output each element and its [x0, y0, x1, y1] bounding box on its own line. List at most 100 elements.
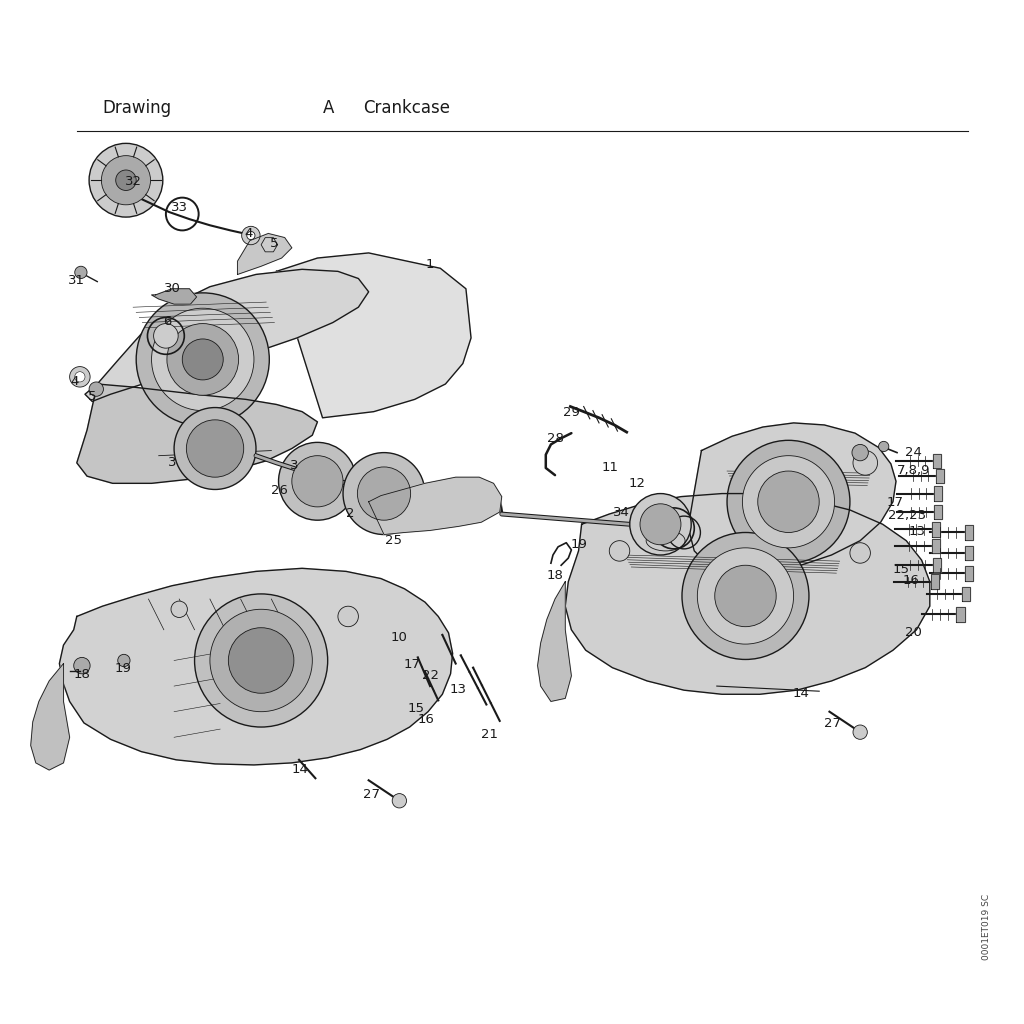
- Circle shape: [852, 444, 868, 461]
- Circle shape: [640, 504, 681, 545]
- Polygon shape: [932, 539, 940, 553]
- Text: 24: 24: [905, 446, 922, 459]
- Text: 16: 16: [418, 714, 434, 726]
- Text: Drawing: Drawing: [102, 98, 172, 117]
- Polygon shape: [931, 574, 939, 589]
- Text: 5: 5: [270, 238, 279, 250]
- Text: 13: 13: [450, 683, 466, 695]
- Text: 16: 16: [903, 574, 920, 587]
- Text: 26: 26: [271, 484, 288, 497]
- Text: 27: 27: [824, 718, 841, 730]
- Circle shape: [697, 548, 794, 644]
- Circle shape: [116, 170, 136, 190]
- Circle shape: [89, 382, 103, 396]
- Polygon shape: [936, 469, 944, 483]
- Circle shape: [118, 654, 130, 667]
- Text: 33: 33: [171, 202, 187, 214]
- Polygon shape: [152, 289, 197, 304]
- Text: 30: 30: [164, 283, 180, 295]
- Text: Crankcase: Crankcase: [364, 98, 451, 117]
- Polygon shape: [369, 477, 502, 535]
- Circle shape: [343, 453, 425, 535]
- Text: 1: 1: [426, 258, 434, 270]
- Text: 3: 3: [168, 457, 176, 469]
- Polygon shape: [565, 494, 930, 694]
- Circle shape: [247, 231, 255, 240]
- Circle shape: [853, 451, 878, 475]
- Text: 15: 15: [893, 563, 909, 575]
- Text: 13: 13: [909, 525, 926, 538]
- Polygon shape: [965, 546, 973, 560]
- Polygon shape: [59, 568, 453, 765]
- Circle shape: [242, 226, 260, 245]
- Polygon shape: [31, 664, 70, 770]
- Text: 34: 34: [613, 506, 630, 518]
- Text: 14: 14: [292, 763, 308, 775]
- Circle shape: [75, 266, 87, 279]
- Circle shape: [154, 324, 178, 348]
- Text: 20: 20: [905, 627, 922, 639]
- Circle shape: [392, 794, 407, 808]
- Circle shape: [70, 367, 90, 387]
- Polygon shape: [261, 238, 278, 252]
- Text: 22,23: 22,23: [888, 509, 927, 521]
- Polygon shape: [933, 454, 941, 468]
- Text: 18: 18: [547, 569, 563, 582]
- Text: 5: 5: [88, 390, 96, 402]
- Circle shape: [186, 420, 244, 477]
- Polygon shape: [77, 384, 317, 483]
- Text: 7,8,9: 7,8,9: [897, 464, 930, 476]
- Polygon shape: [238, 233, 292, 274]
- Circle shape: [89, 143, 163, 217]
- Polygon shape: [965, 525, 973, 540]
- Polygon shape: [962, 587, 970, 601]
- Circle shape: [338, 606, 358, 627]
- Polygon shape: [688, 423, 896, 571]
- Circle shape: [853, 725, 867, 739]
- Text: 3: 3: [290, 460, 298, 472]
- Circle shape: [101, 156, 151, 205]
- Circle shape: [758, 471, 819, 532]
- Circle shape: [75, 372, 85, 382]
- Circle shape: [609, 541, 630, 561]
- Text: 31: 31: [69, 274, 85, 287]
- Circle shape: [228, 628, 294, 693]
- Circle shape: [167, 324, 239, 395]
- Polygon shape: [965, 566, 973, 581]
- Polygon shape: [934, 505, 942, 519]
- Circle shape: [630, 494, 691, 555]
- Circle shape: [171, 601, 187, 617]
- Text: A: A: [323, 98, 334, 117]
- Text: 4: 4: [71, 376, 79, 388]
- Text: 12: 12: [629, 477, 645, 489]
- Polygon shape: [932, 522, 940, 537]
- Text: 4: 4: [245, 227, 253, 240]
- Circle shape: [357, 467, 411, 520]
- Text: 28: 28: [547, 432, 563, 444]
- Circle shape: [174, 408, 256, 489]
- Text: 18: 18: [74, 669, 90, 681]
- Circle shape: [850, 543, 870, 563]
- Text: 32: 32: [125, 175, 141, 187]
- Text: 2: 2: [346, 507, 354, 519]
- Text: 11: 11: [602, 462, 618, 474]
- Circle shape: [74, 657, 90, 674]
- Circle shape: [279, 442, 356, 520]
- Text: 21: 21: [481, 728, 498, 740]
- Text: 10: 10: [391, 632, 408, 644]
- Text: 22: 22: [422, 670, 438, 682]
- Text: 0001ET019 SC: 0001ET019 SC: [982, 894, 990, 959]
- Text: 15: 15: [408, 702, 424, 715]
- Circle shape: [210, 609, 312, 712]
- Text: 29: 29: [563, 407, 580, 419]
- Text: 17: 17: [403, 658, 420, 671]
- Circle shape: [742, 456, 835, 548]
- Circle shape: [682, 532, 809, 659]
- Circle shape: [292, 456, 343, 507]
- Polygon shape: [276, 253, 471, 418]
- Text: 19: 19: [570, 539, 587, 551]
- Text: 6: 6: [163, 315, 171, 328]
- Text: 27: 27: [364, 788, 380, 801]
- Circle shape: [195, 594, 328, 727]
- Text: 17: 17: [887, 497, 903, 509]
